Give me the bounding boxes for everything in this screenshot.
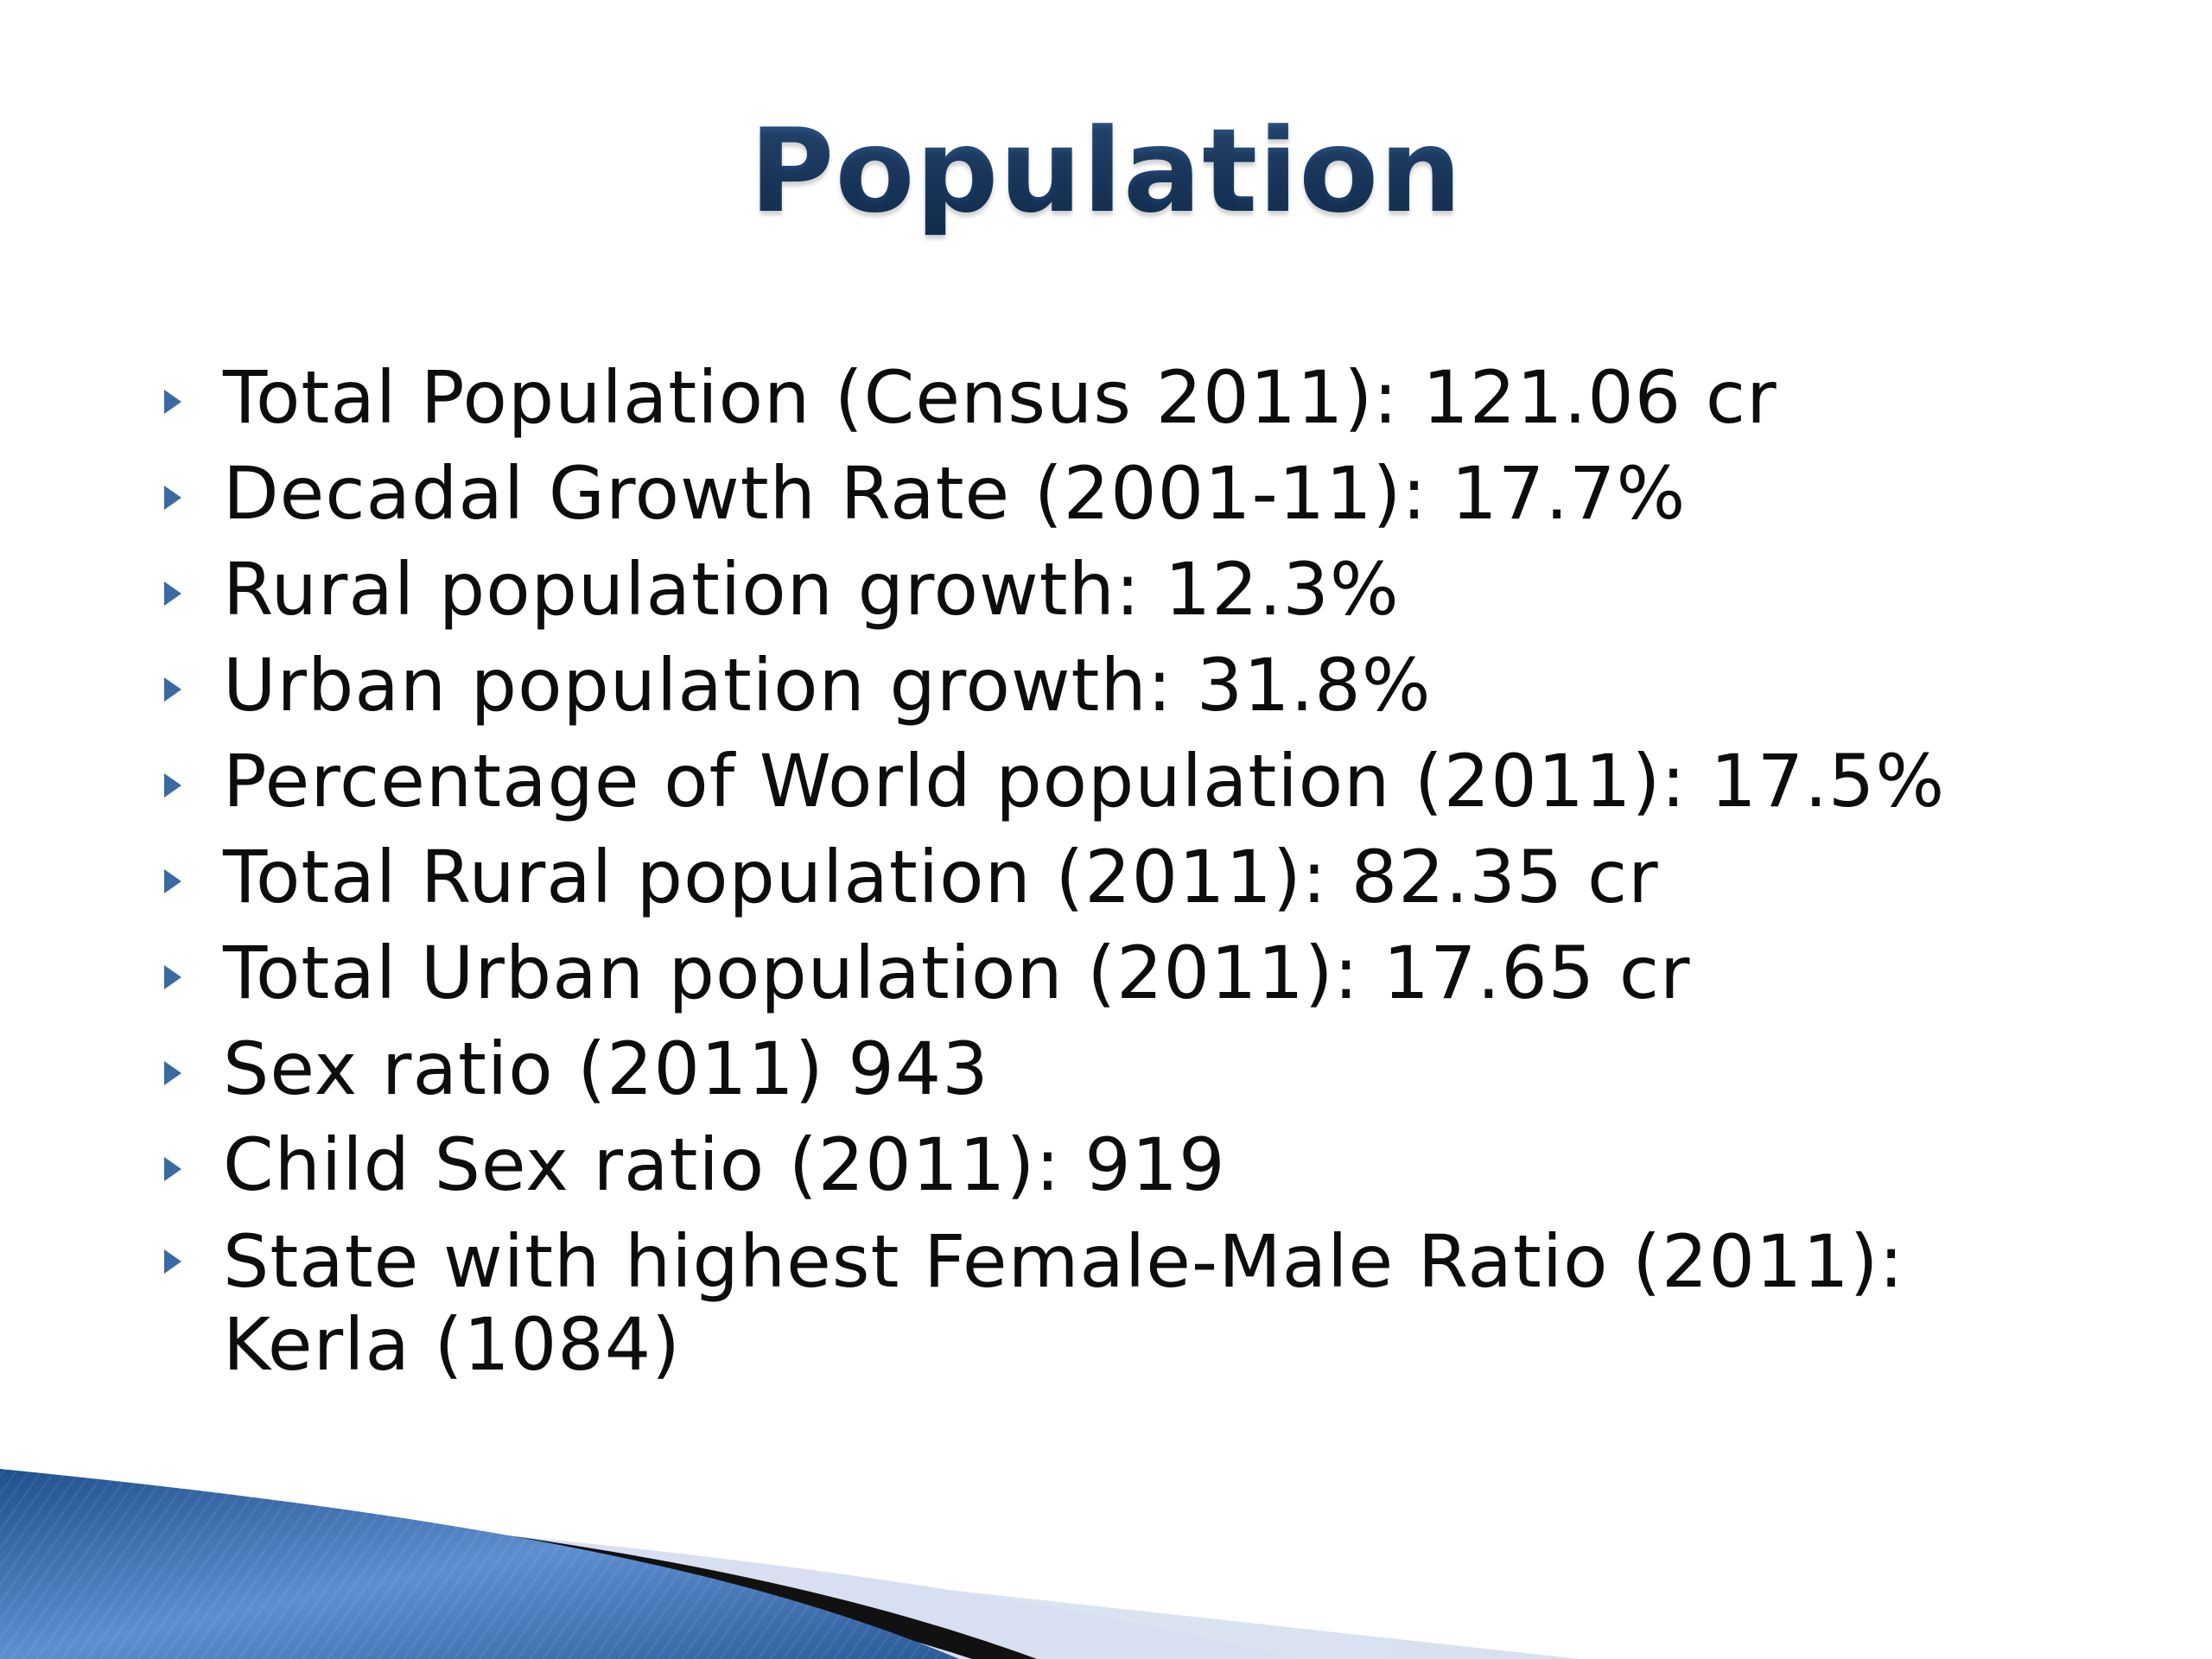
bullet-list: Total Population (Census 2011): 121.06 c… bbox=[154, 350, 2124, 1386]
triangle-right-icon bbox=[164, 1157, 181, 1181]
slide-title: Population bbox=[0, 107, 2212, 235]
triangle-right-icon bbox=[164, 390, 181, 414]
bullet-text: Decadal Growth Rate (2001-11): 17.7% bbox=[223, 451, 1687, 536]
triangle-right-icon bbox=[164, 1249, 181, 1274]
bullet-text: Sex ratio (2011) 943 bbox=[223, 1027, 989, 1111]
bullet-item: Total Urban population (2011): 17.65 cr bbox=[154, 925, 2124, 1021]
bullet-item: Decadal Growth Rate (2001-11): 17.7% bbox=[154, 446, 2124, 542]
bullet-text: Total Rural population (2011): 82.35 cr bbox=[223, 835, 1659, 919]
bullet-text: Child Sex ratio (2011): 919 bbox=[223, 1122, 1226, 1207]
bullet-text: State with highest Female-Male Ratio (20… bbox=[223, 1219, 1904, 1387]
bullet-item: State with highest Female-Male Ratio (20… bbox=[154, 1213, 1951, 1386]
triangle-right-icon bbox=[164, 582, 181, 606]
bullet-text: Urban population growth: 31.8% bbox=[223, 643, 1432, 728]
triangle-right-icon bbox=[164, 677, 181, 702]
bullet-item: Urban population growth: 31.8% bbox=[154, 638, 2124, 734]
triangle-right-icon bbox=[164, 869, 181, 893]
bullet-item: Percentage of World population (2011): 1… bbox=[154, 734, 2124, 830]
bullet-text: Total Population (Census 2011): 121.06 c… bbox=[223, 355, 1777, 440]
triangle-right-icon bbox=[164, 965, 181, 989]
bullet-item: Rural population growth: 12.3% bbox=[154, 542, 2124, 638]
bullet-item: Total Population (Census 2011): 121.06 c… bbox=[154, 350, 2124, 446]
bullet-item: Sex ratio (2011) 943 bbox=[154, 1021, 2124, 1117]
bullet-text: Rural population growth: 12.3% bbox=[223, 547, 1400, 632]
triangle-right-icon bbox=[164, 773, 181, 798]
bullet-text: Percentage of World population (2011): 1… bbox=[223, 739, 1946, 823]
bullet-text: Total Urban population (2011): 17.65 cr bbox=[223, 931, 1691, 1015]
bullet-item: Total Rural population (2011): 82.35 cr bbox=[154, 830, 2124, 925]
corner-swoosh-decoration bbox=[0, 1469, 2212, 1659]
triangle-right-icon bbox=[164, 486, 181, 510]
bullet-item: Child Sex ratio (2011): 919 bbox=[154, 1117, 2124, 1213]
triangle-right-icon bbox=[164, 1061, 181, 1085]
